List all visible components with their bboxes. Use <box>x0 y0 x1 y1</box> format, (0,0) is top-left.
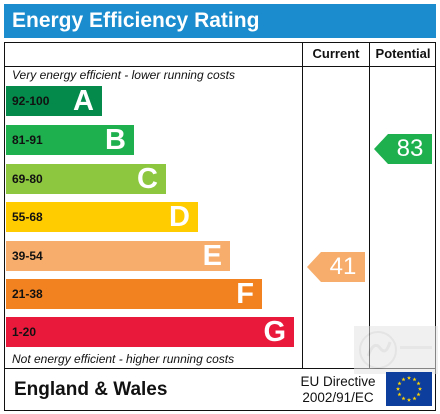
band-letter: G <box>263 316 286 348</box>
footer-divider <box>4 368 436 369</box>
header-divider <box>4 66 436 67</box>
potential-column-header: Potential <box>375 46 431 61</box>
directive-line-2: 2002/91/EC <box>302 390 374 405</box>
chart-title: Energy Efficiency Rating <box>12 9 260 32</box>
directive-line-1: EU Directive <box>300 374 376 389</box>
rating-frame <box>4 42 436 411</box>
eu-star <box>412 377 417 382</box>
band-e: 39-54 E <box>6 240 230 272</box>
band-f: 21-38 F <box>6 278 262 310</box>
pointer-body <box>321 252 365 282</box>
band-b: 81-91 B <box>6 124 134 156</box>
eu-star <box>401 377 406 382</box>
current-column-header: Current <box>312 46 360 61</box>
eu-star <box>397 392 402 397</box>
eu-directive-label: EU Directive 2002/91/EC <box>292 374 384 406</box>
current-rating-value: 41 <box>329 253 357 280</box>
band-a: 92-100 A <box>6 85 102 117</box>
eu-star <box>406 375 412 380</box>
region-label: England & Wales <box>14 379 168 400</box>
band-letter: C <box>137 163 158 195</box>
eu-star <box>406 397 412 402</box>
bottom-caption: Not energy efficient - higher running co… <box>12 352 235 366</box>
band-d: 55-68 D <box>6 201 198 233</box>
band-range-label: 21-38 <box>12 287 43 301</box>
band-letter: A <box>73 85 94 117</box>
top-caption: Very energy efficient - lower running co… <box>12 68 235 82</box>
eu-star <box>417 386 423 391</box>
band-letter: F <box>236 278 254 310</box>
current-column-divider <box>302 42 303 368</box>
potential-rating-pointer: 83 <box>374 134 432 164</box>
band-g: 1-20 G <box>6 316 294 348</box>
band-range-label: 1-20 <box>12 325 37 339</box>
eu-star <box>397 381 402 386</box>
eu-star <box>416 381 421 386</box>
band-letter: B <box>105 124 126 156</box>
band-range-label: 92-100 <box>12 94 50 108</box>
potential-rating-value: 83 <box>396 135 424 162</box>
pointer-tip <box>374 134 388 164</box>
band-range-label: 55-68 <box>12 210 43 224</box>
current-rating-pointer: 41 <box>307 252 365 282</box>
band-range-label: 81-91 <box>12 133 43 147</box>
band-c: 69-80 C <box>6 163 166 195</box>
band-range-label: 39-54 <box>12 249 43 263</box>
eu-star <box>401 396 406 401</box>
eu-star <box>416 392 421 397</box>
agency-logo-watermark <box>354 326 438 374</box>
pointer-body <box>388 134 432 164</box>
eu-flag-icon <box>386 372 432 406</box>
band-letter: D <box>169 201 190 233</box>
eu-star <box>395 386 401 391</box>
title-bar <box>4 4 436 38</box>
eu-star <box>412 396 417 401</box>
band-letter: E <box>202 240 222 272</box>
band-range-label: 69-80 <box>12 172 43 186</box>
pointer-tip <box>307 252 321 282</box>
potential-column-divider <box>369 42 370 368</box>
